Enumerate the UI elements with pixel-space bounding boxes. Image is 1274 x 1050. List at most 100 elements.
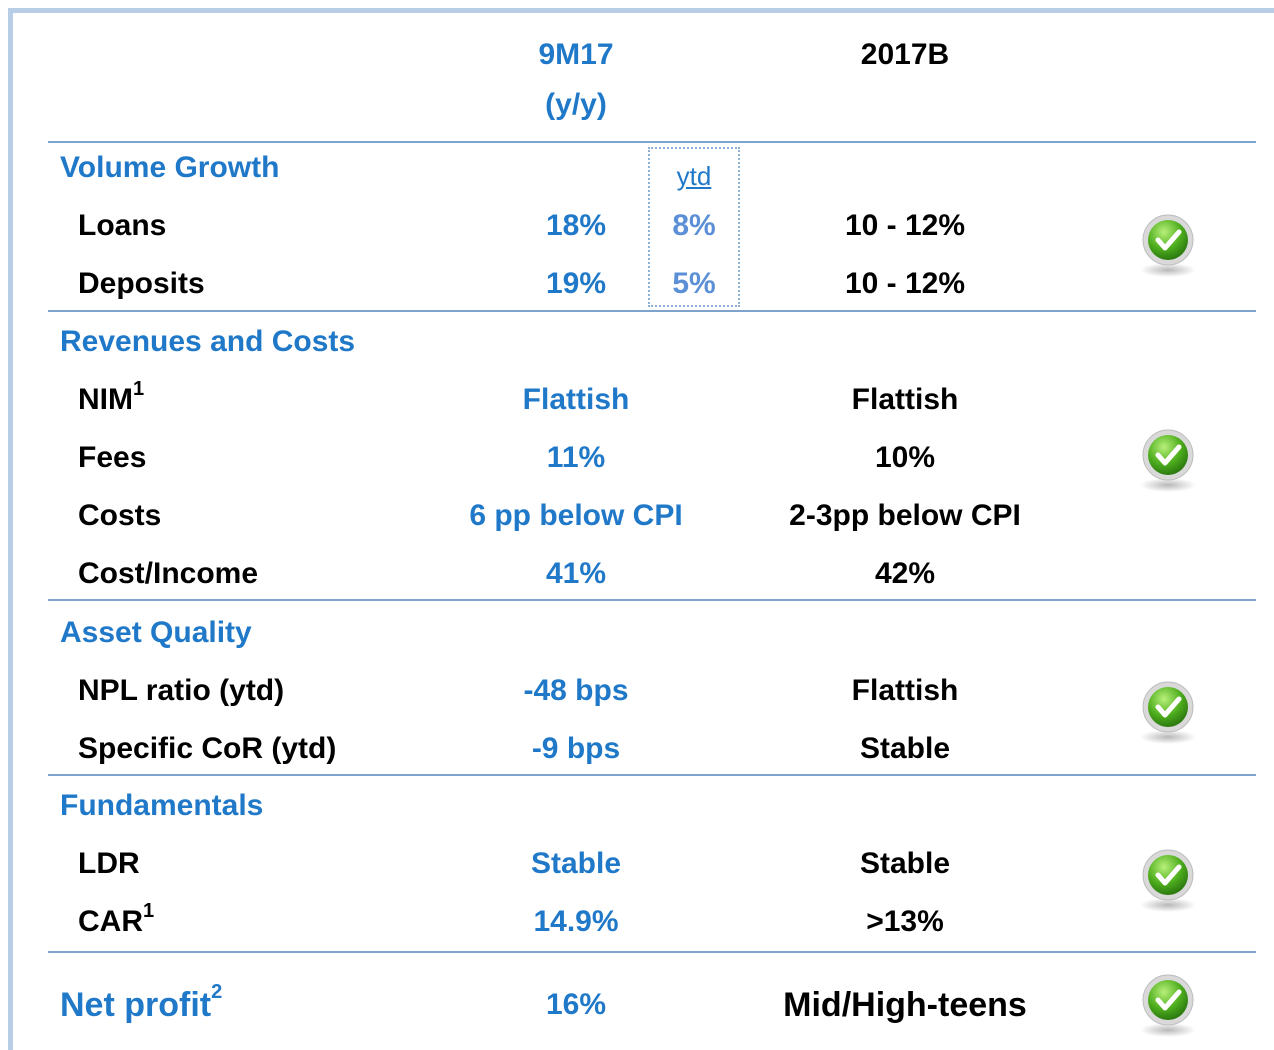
ytd-box — [648, 147, 740, 307]
value-2017b-text: 2-3pp below CPI — [789, 499, 1021, 532]
row-label: Loans — [78, 211, 166, 241]
row-label: Cost/Income — [78, 559, 258, 589]
value-9m17-text: -9 bps — [531, 732, 621, 765]
section-title-text: Asset Quality — [60, 616, 252, 649]
value-9m17: 14.9% — [533, 907, 618, 937]
value-2017b: Flattish — [852, 676, 959, 706]
net-profit-2017b-text: Mid/High-teens — [783, 986, 1027, 1024]
value-2017b-text: 10 - 12% — [844, 267, 966, 300]
value-ytd: 8% — [672, 211, 715, 241]
value-2017b-text: Stable — [859, 732, 951, 765]
row-label-text: CAR — [78, 905, 143, 938]
row-label-text: Fees — [78, 441, 147, 474]
value-9m17: 6 pp below CPI — [469, 501, 682, 531]
section-title-text: Fundamentals — [60, 789, 264, 822]
check-svg — [1140, 849, 1196, 912]
value-2017b-text: Flattish — [851, 383, 959, 416]
row-label: Deposits — [78, 269, 205, 299]
value-ytd-text: 8% — [672, 209, 716, 242]
ytd-label: ytd — [677, 163, 712, 189]
row-label: CAR1 — [78, 901, 154, 938]
value-2017b: 10 - 12% — [845, 211, 965, 241]
check-icon — [1136, 970, 1200, 1040]
value-2017b: Flattish — [852, 385, 959, 415]
value-2017b: >13% — [866, 907, 944, 937]
value-9m17-text: -48 bps — [523, 674, 629, 707]
net-profit-9m17: 16% — [546, 990, 606, 1020]
row-label-text: Cost/Income — [78, 557, 259, 590]
value-9m17: Stable — [531, 849, 621, 879]
value-2017b-text: 10 - 12% — [844, 209, 966, 242]
row-label-text: NIM — [78, 383, 133, 416]
net-profit-label: Net profit2 — [60, 982, 222, 1024]
value-9m17: -9 bps — [532, 734, 620, 764]
check-icon — [1136, 845, 1200, 915]
check-icon — [1136, 425, 1200, 495]
value-2017b: Stable — [860, 849, 950, 879]
frame — [8, 8, 1274, 1050]
value-9m17-text: 14.9% — [533, 905, 619, 938]
value-9m17: 11% — [547, 443, 605, 473]
value-2017b-text: 10% — [874, 441, 936, 474]
value-9m17-text: Flattish — [522, 383, 630, 416]
value-9m17: 18% — [546, 211, 606, 241]
row-label-text: Loans — [78, 209, 167, 242]
superscript: 1 — [133, 378, 145, 400]
net-profit-label-text: Net profit — [60, 986, 212, 1024]
check-icon — [1136, 210, 1200, 280]
column-header: 9M17 — [538, 40, 613, 70]
value-2017b-text: 42% — [874, 557, 936, 590]
value-9m17-text: 41% — [545, 557, 607, 590]
value-9m17: -48 bps — [523, 676, 628, 706]
check-svg — [1140, 429, 1196, 492]
row-label-text: NPL ratio (ytd) — [78, 674, 285, 707]
row-label: NIM1 — [78, 379, 144, 416]
section-title-text: Revenues and Costs — [60, 325, 356, 358]
superscript: 2 — [211, 981, 223, 1003]
value-2017b-text: Stable — [859, 847, 951, 880]
divider — [48, 310, 1256, 312]
divider — [48, 141, 1256, 143]
column-header: (y/y) — [545, 90, 607, 120]
divider — [48, 774, 1256, 776]
check-icon — [1136, 677, 1200, 747]
value-9m17: 41% — [546, 559, 606, 589]
value-9m17-text: 6 pp below CPI — [469, 499, 683, 532]
value-9m17-text: 18% — [545, 209, 607, 242]
value-9m17: Flattish — [523, 385, 630, 415]
row-label-text: LDR — [78, 847, 140, 880]
net-profit-9m17-text: 16% — [545, 988, 607, 1021]
column-header-text: (y/y) — [545, 88, 607, 121]
value-2017b: 10% — [875, 443, 935, 473]
superscript: 1 — [143, 900, 155, 922]
value-2017b: Stable — [860, 734, 950, 764]
value-2017b-text: Flattish — [851, 674, 959, 707]
section-title: Fundamentals — [60, 791, 263, 821]
section-title: Volume Growth — [60, 153, 279, 183]
check-svg — [1140, 681, 1196, 744]
value-9m17-text: 11% — [546, 441, 606, 474]
row-label-text: Deposits — [78, 267, 205, 300]
row-label: NPL ratio (ytd) — [78, 676, 284, 706]
value-9m17: 19% — [546, 269, 606, 299]
row-label: Costs — [78, 501, 161, 531]
value-ytd-text: 5% — [672, 267, 716, 300]
row-label-text: Costs — [78, 499, 162, 532]
check-svg — [1140, 974, 1196, 1037]
section-title: Asset Quality — [60, 618, 252, 648]
section-title: Revenues and Costs — [60, 327, 355, 357]
ytd-label-text: ytd — [676, 161, 712, 191]
value-2017b: 10 - 12% — [845, 269, 965, 299]
column-header: 2017B — [861, 40, 949, 70]
column-header-text: 9M17 — [538, 38, 614, 71]
row-label: LDR — [78, 849, 140, 879]
value-2017b-text: >13% — [866, 905, 944, 938]
net-profit-2017b: Mid/High-teens — [783, 988, 1027, 1022]
value-2017b: 2-3pp below CPI — [789, 501, 1021, 531]
value-2017b: 42% — [875, 559, 935, 589]
row-label-text: Specific CoR (ytd) — [78, 732, 337, 765]
section-title-text: Volume Growth — [60, 151, 280, 184]
divider — [48, 599, 1256, 601]
value-9m17-text: Stable — [530, 847, 622, 880]
